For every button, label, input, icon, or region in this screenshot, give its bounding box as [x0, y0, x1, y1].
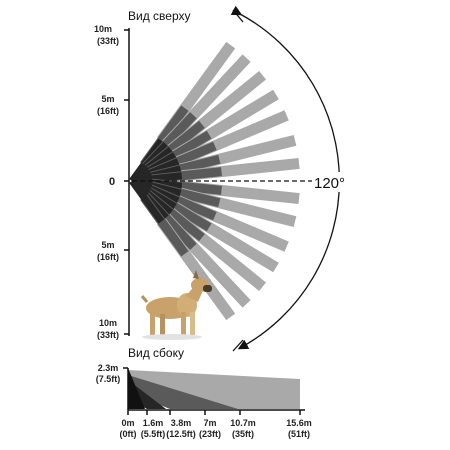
side-view-axes: [123, 367, 305, 415]
tick-label-bottom-16ft: (16ft): [97, 252, 119, 262]
angle-label-bg: [312, 172, 352, 192]
arc-end-tick-top: [232, 9, 244, 23]
top-view-title: Вид сверху: [128, 9, 191, 23]
tick-label-bottom-10m: 10m: [99, 318, 117, 328]
tick-label-top-16ft: (16ft): [97, 106, 119, 116]
tick-label-top-5m: 5m: [101, 94, 114, 104]
distance-tick-35ft: (35ft): [232, 429, 254, 439]
distance-tick-0ft: (0ft): [120, 429, 137, 439]
zero-label: 0: [109, 176, 115, 188]
top-view-vertical-axis: [124, 28, 130, 336]
angle-label: 120°: [314, 175, 345, 192]
tick-label-bottom-5m: 5m: [101, 240, 114, 250]
distance-tick-12-5ft: (12.5ft): [166, 429, 196, 439]
distance-tick-7m: 7m: [203, 418, 216, 428]
beam-13-segment-2: [129, 178, 165, 224]
tick-label-top-33ft: (33ft): [97, 36, 119, 46]
side-height-label-ft: (7.5ft): [96, 374, 121, 384]
side-height-label-m: 2.3m: [98, 363, 119, 373]
distance-tick-1-6m: 1.6m: [143, 418, 164, 428]
distance-tick-15-6m: 15.6m: [286, 418, 312, 428]
distance-tick-10-7m: 10.7m: [230, 418, 256, 428]
distance-tick-0m: 0m: [121, 418, 134, 428]
side-view-title: Вид сбоку: [128, 346, 184, 360]
tick-label-top-10m: 10m: [94, 24, 112, 34]
side-view-beams: [128, 368, 300, 409]
dog-illustration: [140, 270, 212, 340]
distance-tick-51ft: (51ft): [288, 429, 310, 439]
distance-tick-3-8m: 3.8m: [171, 418, 192, 428]
distance-tick-23ft: (23ft): [199, 429, 221, 439]
tick-label-bottom-33ft: (33ft): [97, 330, 119, 340]
distance-tick-5-5ft: (5.5ft): [141, 429, 166, 439]
arc-end-tick-bottom: [232, 339, 244, 352]
